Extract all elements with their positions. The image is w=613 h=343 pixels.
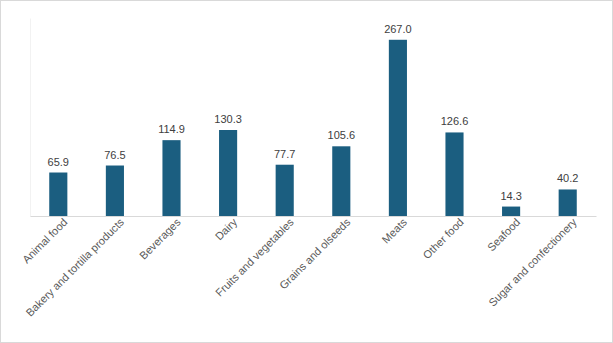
x-tick-label: Meats [379, 216, 409, 246]
x-tick-label: Dairy [213, 216, 240, 243]
bar [219, 130, 237, 216]
x-tick-label: Animal food [20, 216, 70, 266]
bar [445, 132, 463, 216]
x-tick-label: Other food [420, 216, 465, 261]
x-tick: Seafood [485, 216, 522, 253]
bar [162, 140, 180, 216]
data-label: 40.2 [557, 172, 578, 184]
bar [502, 207, 520, 216]
x-tick-label: Beverages [137, 216, 183, 262]
x-tick: Other food [420, 216, 465, 261]
data-label: 77.7 [274, 148, 295, 160]
data-labels: 65.9 76.5 114.9 130.3 77.7 105.6 267.0 126.6 14.… [48, 23, 579, 202]
x-tick: Animal food [20, 216, 70, 266]
bar [276, 165, 294, 216]
x-tick: Bakery and tortilla products [23, 216, 126, 319]
x-tick: Dairy [213, 216, 240, 243]
data-label: 76.5 [104, 149, 125, 161]
x-tick-label: Seafood [485, 216, 522, 253]
bar [559, 189, 577, 216]
data-label: 114.9 [158, 123, 185, 135]
bar [332, 146, 350, 216]
plot: Animal foodBakery and tortilla productsB… [20, 19, 597, 319]
data-label: 14.3 [500, 190, 521, 202]
data-label: 105.6 [328, 129, 356, 141]
bar [106, 166, 124, 216]
data-label: 130.3 [214, 113, 242, 125]
data-label: 267.0 [384, 23, 412, 35]
y-axis [30, 19, 31, 217]
bar [389, 40, 407, 216]
bars [49, 40, 577, 216]
y-axis-line [30, 19, 31, 217]
x-axis: Animal foodBakery and tortilla productsB… [20, 216, 597, 319]
data-label: 65.9 [48, 156, 69, 168]
data-label: 126.6 [441, 115, 469, 127]
x-tick: Sugar and confectionery [486, 216, 579, 309]
x-tick: Grains and olseeds [277, 216, 353, 292]
chart: Animal foodBakery and tortilla productsB… [0, 0, 613, 343]
x-tick-label: Bakery and tortilla products [23, 216, 126, 319]
x-tick-label: Grains and olseeds [277, 216, 353, 292]
x-tick: Beverages [137, 216, 183, 262]
x-tick: Meats [379, 216, 409, 246]
x-tick-label: Sugar and confectionery [486, 216, 579, 309]
bar [49, 173, 67, 216]
chart-frame [1, 1, 613, 343]
